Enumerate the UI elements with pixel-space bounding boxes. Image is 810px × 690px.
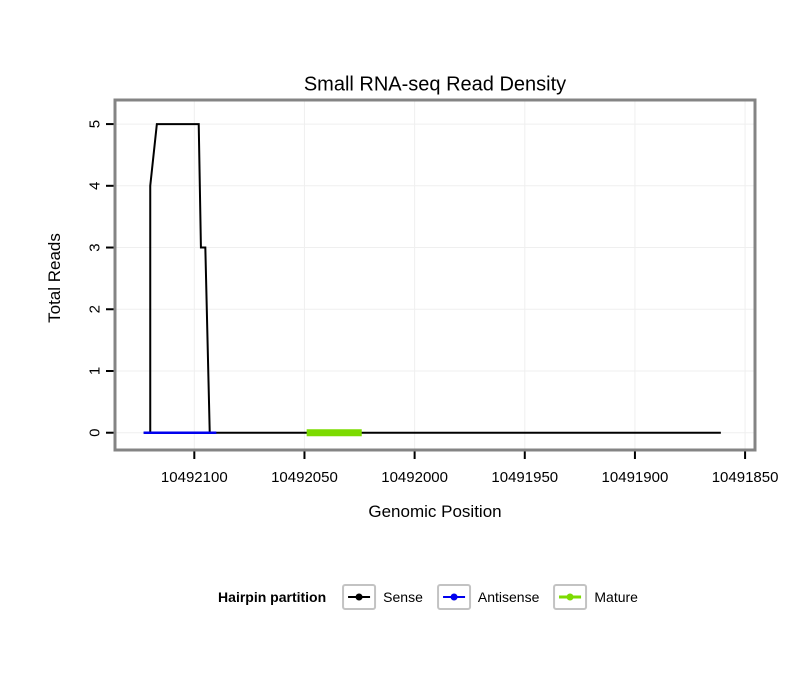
x-tick-label: 10492100 — [161, 469, 228, 486]
legend-title: Hairpin partition — [218, 589, 327, 605]
legend: Hairpin partition Sense Antisense — [218, 584, 652, 610]
legend-label-mature: Mature — [594, 589, 638, 605]
chart-title: Small RNA-seq Read Density — [303, 73, 567, 96]
legend-key-mature — [553, 584, 588, 610]
x-tick-label: 10491900 — [602, 469, 669, 486]
y-tick-label: 0 — [87, 429, 104, 437]
mature-line-icon — [559, 593, 582, 601]
x-tick-label: 10491950 — [491, 469, 558, 486]
x-tick-label: 10491850 — [712, 469, 779, 486]
y-tick-label: 3 — [87, 243, 104, 251]
legend-label-sense: Sense — [383, 589, 423, 605]
y-axis-title: Total Reads — [45, 233, 64, 323]
legend-label-antisense: Antisense — [477, 589, 540, 605]
sense-line-icon — [348, 593, 371, 601]
plot-panel — [115, 100, 755, 450]
legend-item-mature: Mature — [553, 584, 638, 610]
y-tick-label: 2 — [87, 305, 104, 313]
y-tick-label: 5 — [87, 120, 104, 128]
y-tick-label: 4 — [87, 182, 104, 190]
panel-border — [113, 98, 757, 452]
x-tick-label: 10492050 — [271, 469, 338, 486]
plot-svg: 10492100 10492050 10492000 10491950 10491900… — [87, 98, 779, 486]
antisense-line-icon — [442, 593, 465, 601]
legend-key-antisense — [436, 584, 471, 610]
legend-key-sense — [342, 584, 377, 610]
x-tick-label: 10492000 — [381, 469, 448, 486]
legend-item-antisense: Antisense — [436, 584, 540, 610]
series-line-sense — [143, 123, 721, 434]
y-tick-label: 1 — [87, 367, 104, 375]
x-axis-title: Genomic Position — [368, 502, 502, 521]
legend-item-sense: Sense — [342, 584, 423, 610]
